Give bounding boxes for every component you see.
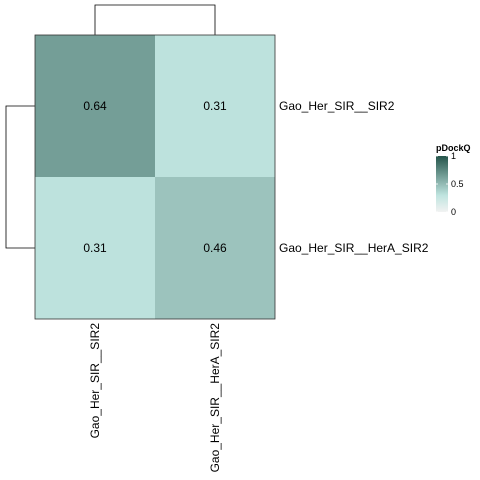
- legend-tick-label: 0.5: [451, 179, 464, 189]
- row-label: Gao_Her_SIR__SIR2: [279, 99, 395, 113]
- heatmap-cell: [155, 177, 275, 319]
- heatmap-cell: [155, 35, 275, 177]
- row-label: Gao_Her_SIR__HerA_SIR2: [279, 241, 429, 255]
- column-labels: Gao_Her_SIR__SIR2 Gao_Her_SIR__HerA_SIR2: [88, 323, 222, 473]
- cell-value-label: 0.46: [203, 241, 227, 255]
- heatmap-cell: [35, 35, 155, 177]
- legend-title: pDockQ: [436, 143, 471, 153]
- row-dendrogram: [5, 105, 35, 249]
- legend-tick-label: 0: [451, 207, 456, 217]
- heatmap-cell: [35, 177, 155, 319]
- row-labels: Gao_Her_SIR__SIR2 Gao_Her_SIR__HerA_SIR2: [279, 99, 429, 255]
- cell-value-label: 0.31: [83, 241, 107, 255]
- heatmap-cells: 0.64 0.31 0.31 0.46: [35, 35, 275, 319]
- legend-ticks: 00.51: [436, 151, 464, 217]
- legend: pDockQ 00.51: [436, 143, 471, 217]
- legend-color-bar: [436, 156, 448, 212]
- column-label: Gao_Her_SIR__SIR2: [88, 323, 102, 439]
- heatmap-border: [34, 34, 276, 320]
- legend-tick-label: 1: [451, 151, 456, 161]
- cell-value-label: 0.64: [83, 99, 107, 113]
- column-label: Gao_Her_SIR__HerA_SIR2: [208, 323, 222, 473]
- column-dendrogram: [94, 4, 216, 35]
- cell-value-label: 0.31: [203, 99, 227, 113]
